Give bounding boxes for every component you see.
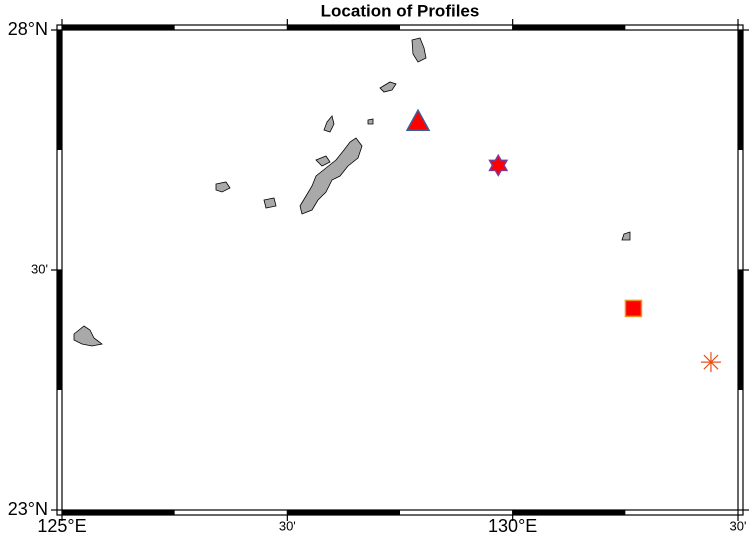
y-tick-label: 30' [31,261,48,276]
land [73,37,631,347]
map-title: Location of Profiles [321,1,480,20]
marker-asterisk [700,352,721,373]
y-tick-label: 23°N [8,499,48,519]
island [299,137,363,215]
frame-segment [738,270,743,390]
island [73,325,103,347]
frame-segment [512,510,626,515]
frame-segment [57,30,62,150]
island [215,181,231,193]
marker-star [488,153,509,177]
island [411,37,427,63]
island [263,197,277,209]
frame-segment [287,25,400,30]
frame-segment [512,25,626,30]
y-tick-label: 28°N [8,19,48,39]
x-tick-label: 30' [730,518,747,533]
frame-segment [738,30,743,150]
frame-segment [57,270,62,390]
frame [61,29,739,511]
island [367,118,374,125]
island [323,115,335,133]
x-tick-label: 125°E [37,516,86,536]
frame [56,24,744,516]
frame-segment [62,510,175,515]
x-tick-label: 30' [279,518,296,533]
island [621,231,631,241]
island [379,81,397,93]
marker-triangle [405,108,431,131]
island [315,155,331,167]
marker-square [624,299,643,318]
x-tick-label: 130°E [488,516,537,536]
frame-segment [287,510,400,515]
frame-segment [62,25,175,30]
